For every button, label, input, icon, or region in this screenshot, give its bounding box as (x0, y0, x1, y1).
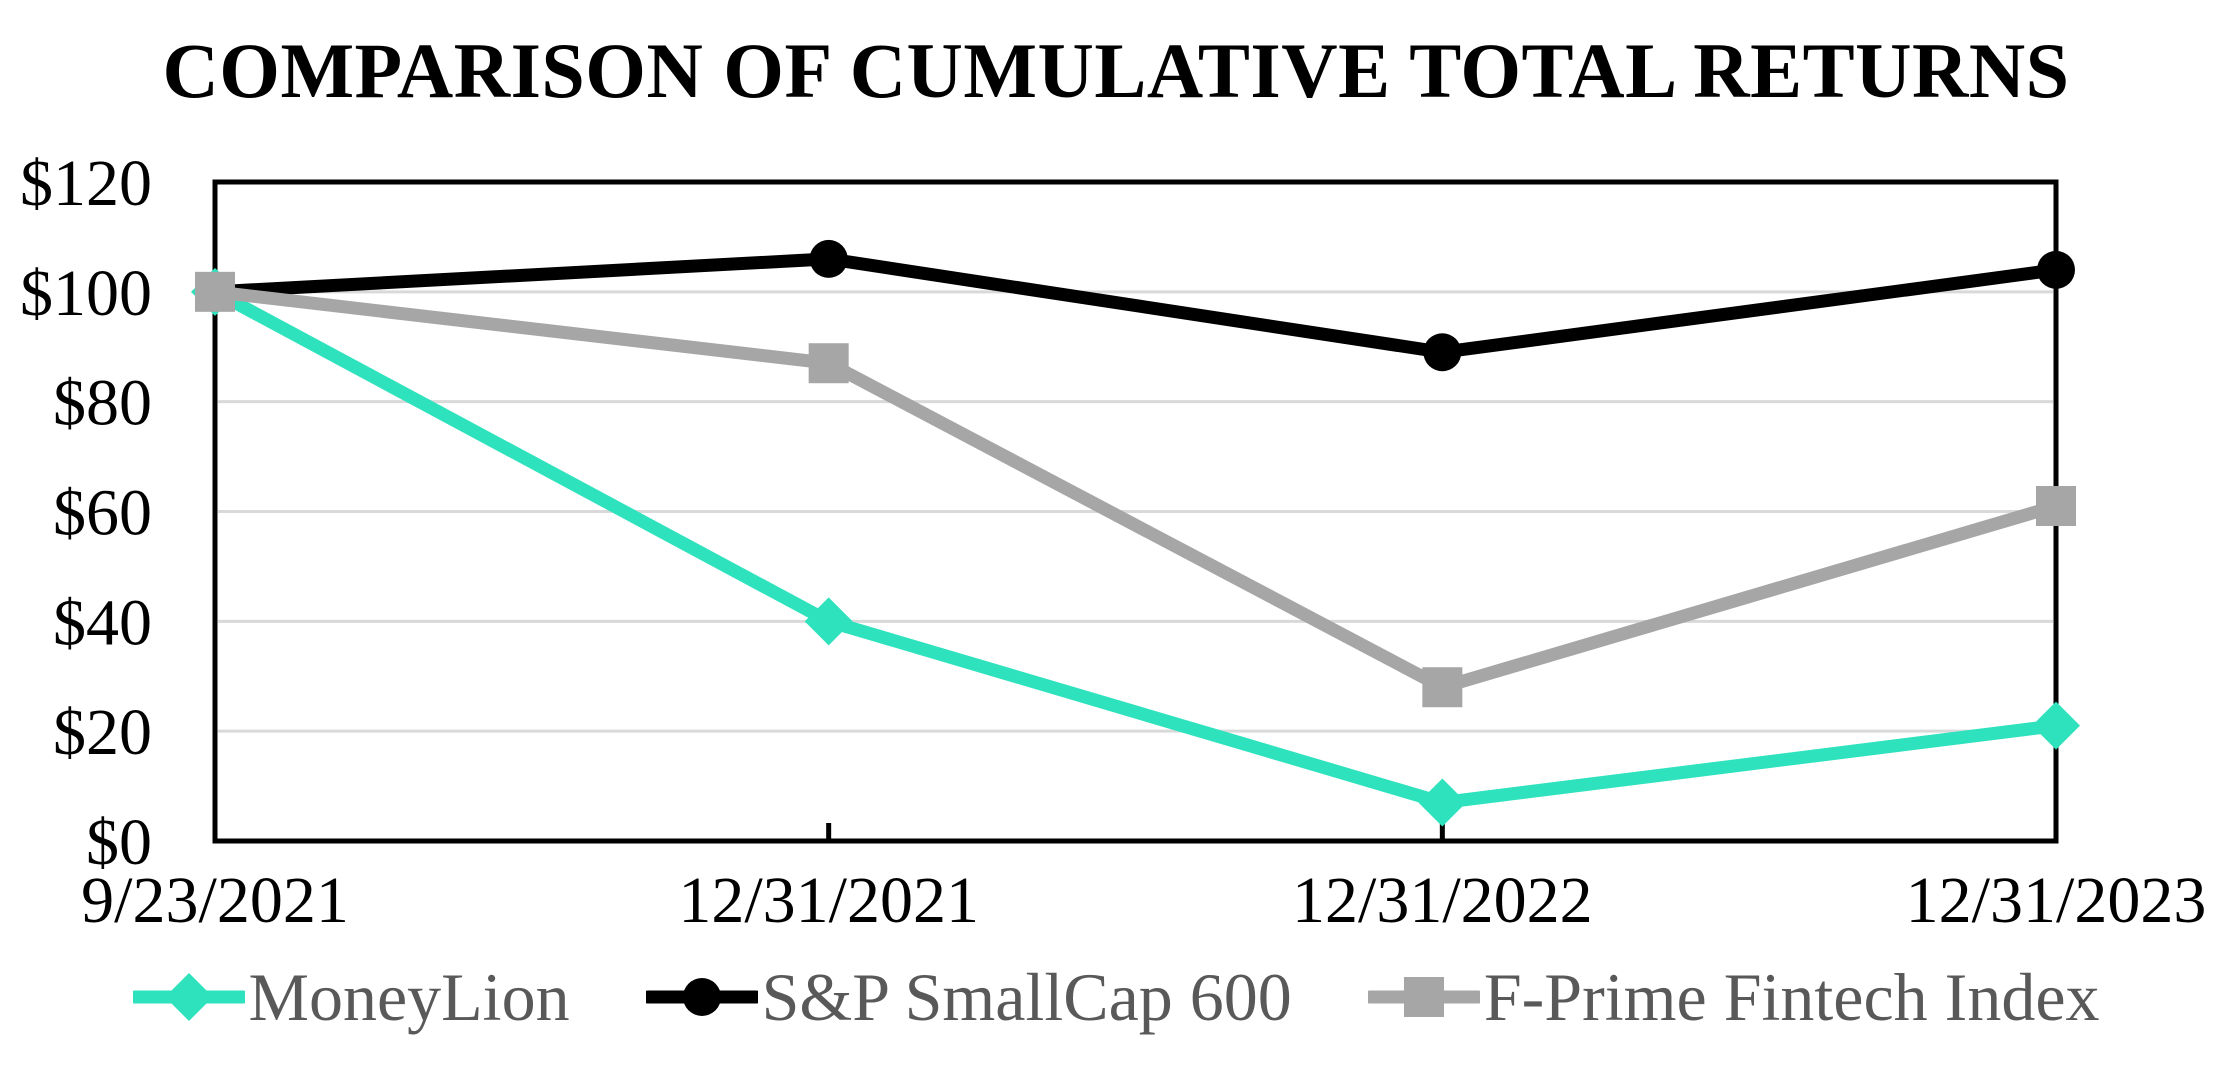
y-axis-label-0: $0 (86, 806, 152, 879)
y-axis-label-120: $120 (20, 147, 152, 220)
legend-marker-f-prime-fintech-index (1403, 977, 1444, 1018)
y-axis-label-60: $60 (53, 477, 152, 550)
series-s-p-smallcap-600 (196, 239, 2075, 372)
x-axis-label-12-31-2022: 12/31/2022 (1292, 864, 1593, 937)
legend-item-moneylion: MoneyLion (132, 959, 570, 1035)
y-axis-label-20: $20 (53, 696, 152, 769)
x-axis-label-12-31-2023: 12/31/2023 (1906, 864, 2207, 937)
y-axis-label-100: $100 (20, 257, 152, 330)
legend-marker-moneylion (164, 973, 213, 1022)
marker-s-p-smallcap-600-12-31-2022 (1423, 333, 1462, 372)
marker-s-p-smallcap-600-12-31-2023 (2037, 250, 2075, 289)
legend-label-f-prime-fintech-index: F-Prime Fintech Index (1483, 959, 2100, 1035)
series-line-f-prime-fintech-index (208, 285, 2063, 694)
marker-moneylion-12-31-2022 (1418, 778, 1467, 827)
legend-diamond-swatch-moneylion (132, 973, 245, 1022)
legend-circle-swatch-s-p-smallcap-600 (645, 978, 758, 1017)
legend-square-swatch-f-prime-fintech-index (1367, 977, 1480, 1018)
series-line-s-p-smallcap-600 (208, 252, 2063, 359)
x-axis-label-12-31-2021: 12/31/2021 (678, 864, 979, 937)
marker-f-prime-fintech-index-12-31-2022 (1422, 667, 1463, 708)
series-f-prime-fintech-index (195, 271, 2076, 708)
marker-f-prime-fintech-index-12-31-2021 (808, 343, 849, 384)
marker-f-prime-fintech-index-12-31-2023 (2036, 486, 2076, 527)
series-line-moneylion (208, 285, 2063, 810)
legend: MoneyLion S&P SmallCap 600 F-Prime Fintech… (0, 960, 2232, 1035)
marker-s-p-smallcap-600-12-31-2021 (809, 239, 848, 278)
legend-label-s-p-smallcap-600: S&P SmallCap 600 (761, 959, 1292, 1035)
marker-moneylion-12-31-2023 (2032, 701, 2080, 750)
series-moneylion (191, 267, 2080, 827)
legend-label-moneylion: MoneyLion (248, 959, 570, 1035)
marker-moneylion-12-31-2021 (804, 597, 853, 646)
legend-item-s-p-smallcap-600: S&P SmallCap 600 (645, 959, 1292, 1035)
legend-item-f-prime-fintech-index: F-Prime Fintech Index (1367, 959, 2100, 1035)
x-axis-label-9-23-2021: 9/23/2021 (81, 864, 349, 937)
y-axis-label-80: $80 (53, 367, 152, 440)
marker-f-prime-fintech-index-9-23-2021 (195, 271, 235, 312)
y-axis-label-40: $40 (53, 586, 152, 659)
legend-marker-s-p-smallcap-600 (682, 978, 721, 1017)
chart-title: COMPARISON OF CUMULATIVE TOTAL RETURNS (162, 27, 2070, 114)
